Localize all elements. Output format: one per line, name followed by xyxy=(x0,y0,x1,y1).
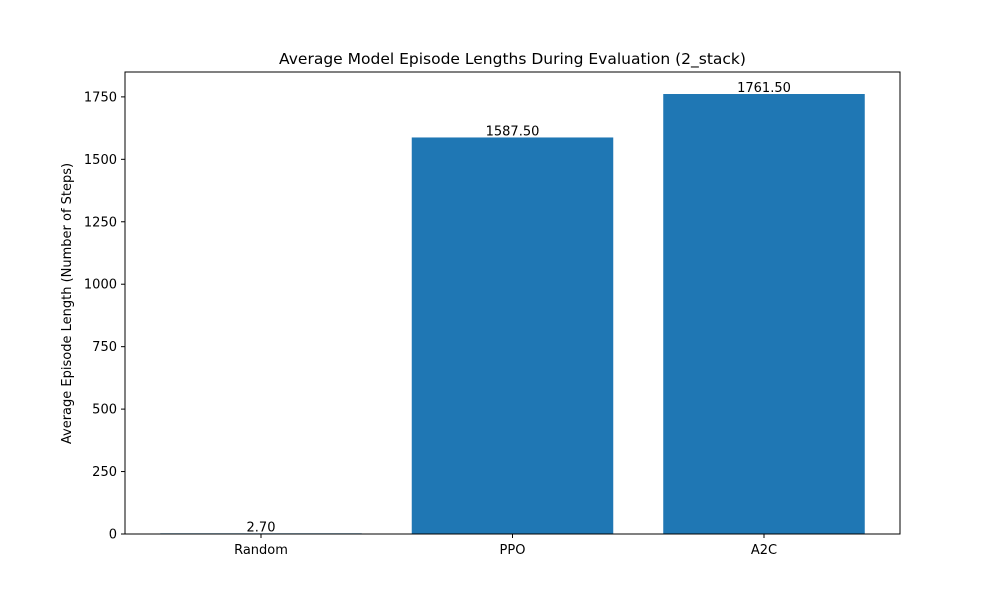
bar-a2c xyxy=(663,94,865,534)
y-tick-label: 1750 xyxy=(84,90,117,105)
chart-title: Average Model Episode Lengths During Eva… xyxy=(279,50,746,69)
y-axis: 0 250 500 750 1000 1250 1500 1750 xyxy=(84,90,125,542)
y-tick-label: 1000 xyxy=(84,278,117,293)
data-label-a2c: 1761.50 xyxy=(737,81,791,96)
bars-layer xyxy=(160,94,865,534)
y-axis-label: Average Episode Length (Number of Steps) xyxy=(60,163,75,444)
x-tick-label-ppo: PPO xyxy=(500,543,526,558)
bar-ppo xyxy=(412,137,614,534)
x-tick-label-a2c: A2C xyxy=(751,543,777,558)
y-tick-label: 0 xyxy=(109,528,117,543)
data-label-random: 2.70 xyxy=(247,520,276,535)
data-label-ppo: 1587.50 xyxy=(486,124,540,139)
y-tick-label: 500 xyxy=(92,403,117,418)
x-axis: Random PPO A2C xyxy=(234,534,777,558)
x-tick-label-random: Random xyxy=(234,543,288,558)
y-tick-label: 1250 xyxy=(84,215,117,230)
y-tick-label: 1500 xyxy=(84,153,117,168)
y-tick-label: 250 xyxy=(92,465,117,480)
y-tick-label: 750 xyxy=(92,340,117,355)
